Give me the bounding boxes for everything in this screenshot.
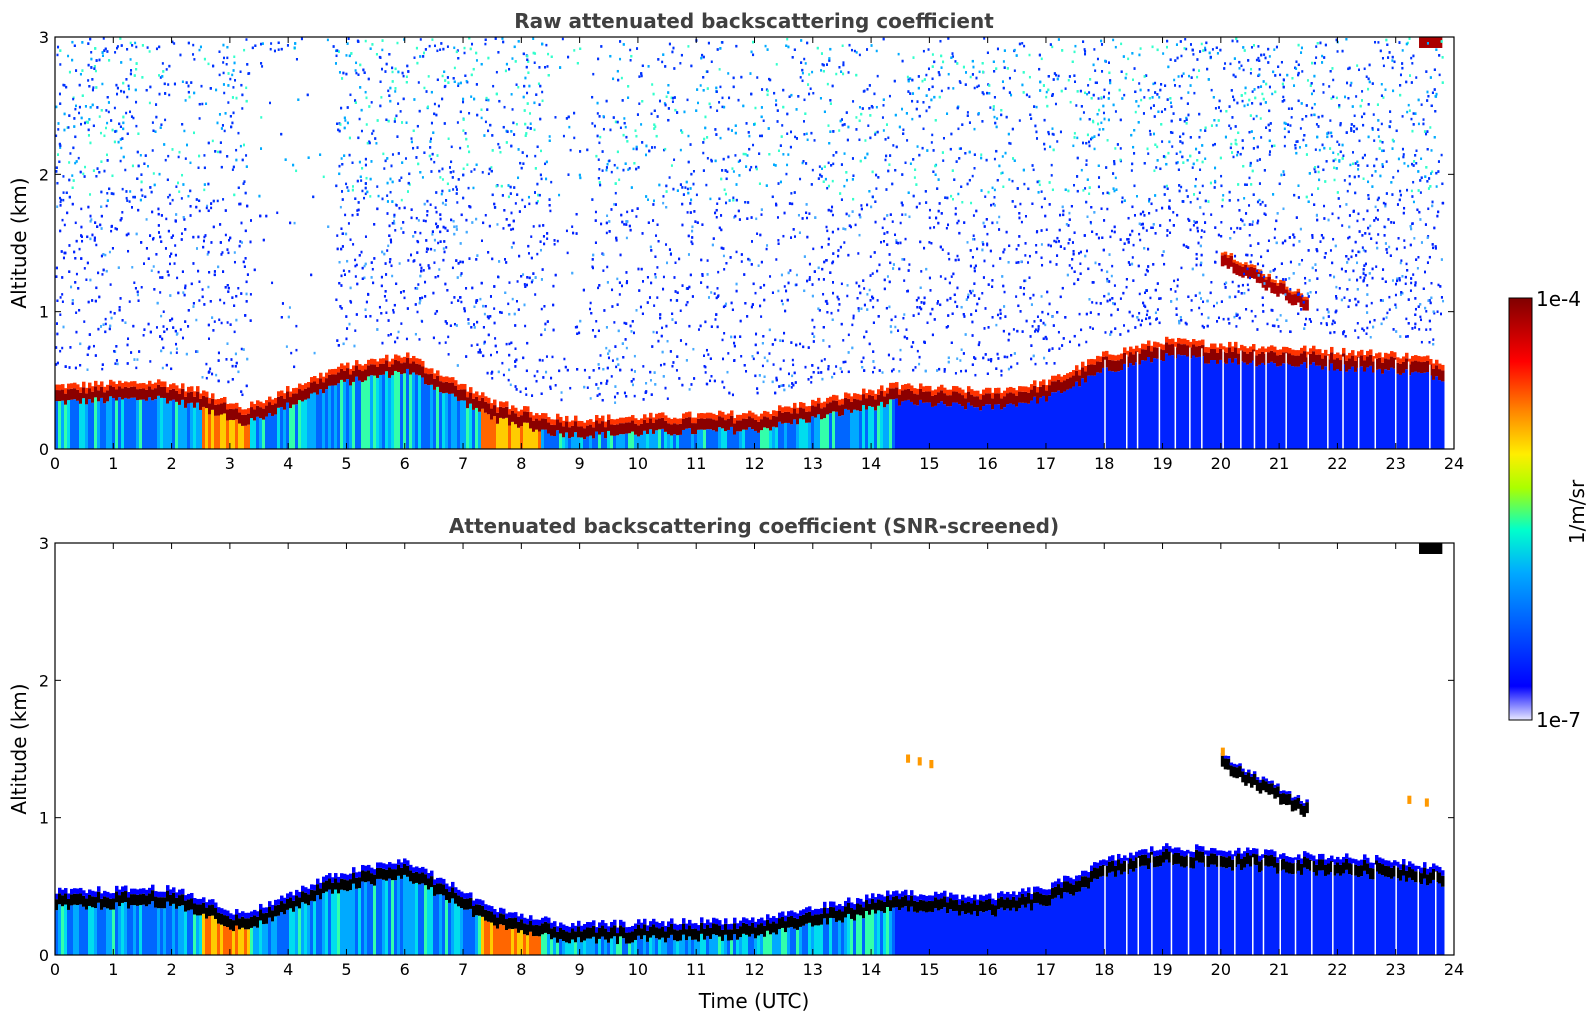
xtick-label: 14 bbox=[861, 960, 881, 979]
panel2-heatmap bbox=[55, 543, 1445, 955]
xtick-label: 4 bbox=[283, 960, 293, 979]
panel1-title: Raw attenuated backscattering coefficien… bbox=[514, 9, 994, 33]
xtick-label: 22 bbox=[1327, 960, 1347, 979]
xtick-label: 5 bbox=[341, 960, 351, 979]
xtick-label: 13 bbox=[803, 454, 823, 473]
xtick-label: 10 bbox=[628, 960, 648, 979]
xtick-label: 8 bbox=[516, 960, 526, 979]
xtick-label: 3 bbox=[225, 454, 235, 473]
panel1-heatmap bbox=[55, 37, 1445, 449]
colorbar-unit-label: 1/m/sr bbox=[1565, 479, 1589, 544]
colorbar bbox=[1508, 297, 1533, 721]
xaxis-label: Time (UTC) bbox=[698, 989, 810, 1013]
xtick-label: 23 bbox=[1386, 454, 1406, 473]
panel1-axes: 0 1 2 3 4 5 6 7 8 9 10 11 12 13 14 15 16 17 18 19 20 21 22 23 24… bbox=[39, 28, 1464, 473]
xtick-label: 6 bbox=[400, 454, 410, 473]
ytick-label: 0 bbox=[39, 440, 49, 459]
ytick-label: 1 bbox=[39, 303, 49, 322]
xtick-label: 16 bbox=[977, 960, 997, 979]
xtick-label: 23 bbox=[1386, 960, 1406, 979]
xtick-label: 11 bbox=[686, 454, 706, 473]
panel2-axes: 0 1 2 3 4 5 6 7 8 9 10 11 12 13 14 15 16 17 18 19 20 21 22 23 24… bbox=[39, 534, 1464, 979]
ytick-label: 3 bbox=[39, 28, 49, 47]
xtick-label: 7 bbox=[458, 960, 468, 979]
xtick-label: 13 bbox=[803, 960, 823, 979]
xtick-label: 3 bbox=[225, 960, 235, 979]
xtick-label: 17 bbox=[1036, 454, 1056, 473]
xtick-label: 4 bbox=[283, 454, 293, 473]
xtick-label: 9 bbox=[575, 454, 585, 473]
xtick-label: 11 bbox=[686, 960, 706, 979]
ytick-label: 1 bbox=[39, 809, 49, 828]
panel2-ylabel: Altitude (km) bbox=[7, 683, 31, 814]
xtick-label: 19 bbox=[1152, 960, 1172, 979]
xtick-label: 15 bbox=[919, 454, 939, 473]
xtick-label: 21 bbox=[1269, 960, 1289, 979]
xtick-label: 10 bbox=[628, 454, 648, 473]
xtick-label: 9 bbox=[575, 960, 585, 979]
xtick-label: 16 bbox=[977, 454, 997, 473]
xtick-label: 14 bbox=[861, 454, 881, 473]
xtick-label: 12 bbox=[744, 454, 764, 473]
xtick-label: 7 bbox=[458, 454, 468, 473]
xtick-label: 2 bbox=[166, 960, 176, 979]
xtick-label: 8 bbox=[516, 454, 526, 473]
xtick-label: 1 bbox=[108, 960, 118, 979]
xtick-label: 21 bbox=[1269, 454, 1289, 473]
xtick-label: 18 bbox=[1094, 454, 1114, 473]
xtick-label: 20 bbox=[1211, 960, 1231, 979]
ytick-label: 2 bbox=[39, 671, 49, 690]
xtick-label: 24 bbox=[1444, 960, 1464, 979]
xtick-label: 0 bbox=[50, 960, 60, 979]
panel2-title: Attenuated backscattering coefficient (S… bbox=[449, 514, 1059, 538]
xtick-label: 5 bbox=[341, 454, 351, 473]
xtick-label: 19 bbox=[1152, 454, 1172, 473]
xtick-label: 17 bbox=[1036, 960, 1056, 979]
xtick-label: 15 bbox=[919, 960, 939, 979]
xtick-label: 24 bbox=[1444, 454, 1464, 473]
xtick-label: 1 bbox=[108, 454, 118, 473]
xtick-label: 6 bbox=[400, 960, 410, 979]
xtick-label: 20 bbox=[1211, 454, 1231, 473]
xtick-label: 12 bbox=[744, 960, 764, 979]
xtick-label: 22 bbox=[1327, 454, 1347, 473]
xtick-label: 0 bbox=[50, 454, 60, 473]
xtick-label: 18 bbox=[1094, 960, 1114, 979]
ytick-label: 0 bbox=[39, 946, 49, 965]
xtick-label: 2 bbox=[166, 454, 176, 473]
panel1-ylabel: Altitude (km) bbox=[7, 177, 31, 308]
ytick-label: 2 bbox=[39, 165, 49, 184]
colorbar-max-label: 1e-4 bbox=[1536, 287, 1581, 311]
ytick-label: 3 bbox=[39, 534, 49, 553]
colorbar-min-label: 1e-7 bbox=[1536, 708, 1581, 732]
